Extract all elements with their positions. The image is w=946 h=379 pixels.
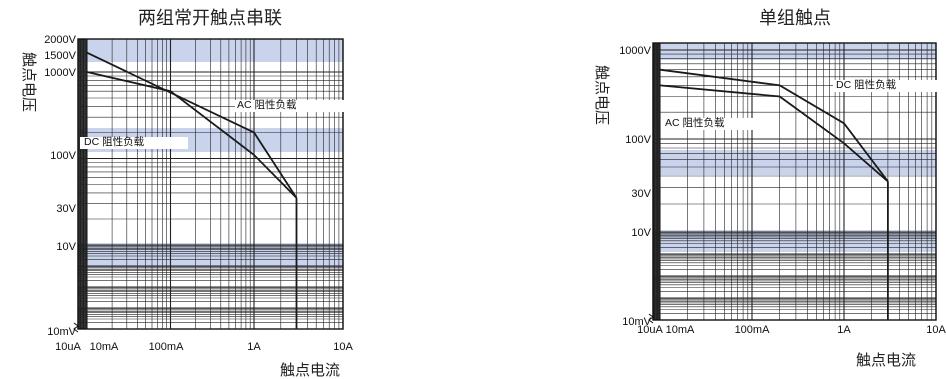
y-tick-label: 100V bbox=[50, 150, 76, 162]
axis-break-mark bbox=[73, 322, 79, 333]
x-tick-label: 10A bbox=[926, 324, 946, 336]
axis-break-mark bbox=[648, 313, 654, 324]
series-label: DC 阻性负载 bbox=[84, 135, 145, 148]
y-tick-label: 30V bbox=[631, 188, 651, 200]
series-label-bg bbox=[235, 100, 355, 112]
x-tick-label: 10A bbox=[333, 341, 353, 353]
plot-frame bbox=[77, 38, 344, 330]
x-tick-label: 100mA bbox=[149, 341, 185, 353]
plot-frame bbox=[652, 42, 937, 321]
x-tick-label: 100mA bbox=[735, 324, 771, 336]
x-tick-label: 10mA bbox=[90, 341, 119, 353]
x-tick-label: 1A bbox=[247, 341, 261, 353]
shaded-band bbox=[653, 150, 936, 175]
series-label-bg bbox=[662, 118, 772, 130]
series-line bbox=[86, 51, 298, 199]
series-label: DC 阻性负载 bbox=[836, 78, 897, 91]
shaded-band bbox=[653, 43, 936, 60]
y-tick-label: 30V bbox=[56, 203, 76, 215]
series-label-bg bbox=[833, 80, 943, 92]
y-tick-label: 1000V bbox=[44, 67, 76, 79]
chart-title: 两组常开触点串联 bbox=[138, 8, 282, 29]
x-tick-label: 10uA bbox=[637, 324, 663, 336]
x-tick-label: 10mA bbox=[666, 324, 695, 336]
y-tick-label: 1000V bbox=[619, 45, 651, 57]
x-tick-label: 1A bbox=[837, 324, 851, 336]
x-axis-label: 触点电流 bbox=[856, 351, 916, 369]
y-axis-label: 触点电压 bbox=[20, 52, 38, 112]
chart-right: 单组触点 触点电压 触点电流 DC 阻性负载 AC 阻性负载 1000V 100V 30… bbox=[593, 8, 946, 369]
x-axis-label: 触点电流 bbox=[280, 361, 340, 379]
x-tick-label: 10uA bbox=[55, 341, 81, 353]
grid bbox=[652, 43, 937, 321]
chart-title: 单组触点 bbox=[759, 8, 831, 29]
series-label-bg bbox=[80, 137, 188, 149]
series-line bbox=[659, 84, 889, 183]
y-tick-label: 1500V bbox=[44, 50, 76, 62]
chart-left: 两组常开触点串联 触点电压 触点电流 AC 阻性负载 DC 阻性负载 2000V 15… bbox=[20, 8, 355, 379]
y-tick-label: 100V bbox=[625, 134, 651, 146]
y-tick-label: 10mV bbox=[622, 316, 651, 328]
y-tick-label: 10V bbox=[631, 227, 651, 239]
series-label: AC 阻性负载 bbox=[237, 98, 297, 111]
y-tick-label: 10mV bbox=[47, 326, 76, 338]
series-label: AC 阻性负载 bbox=[665, 116, 725, 129]
series-line bbox=[659, 68, 889, 182]
series-line bbox=[86, 71, 298, 199]
y-tick-label: 10V bbox=[56, 241, 76, 253]
y-axis-label: 触点电压 bbox=[593, 65, 611, 125]
y-tick-label: 2000V bbox=[44, 34, 76, 46]
